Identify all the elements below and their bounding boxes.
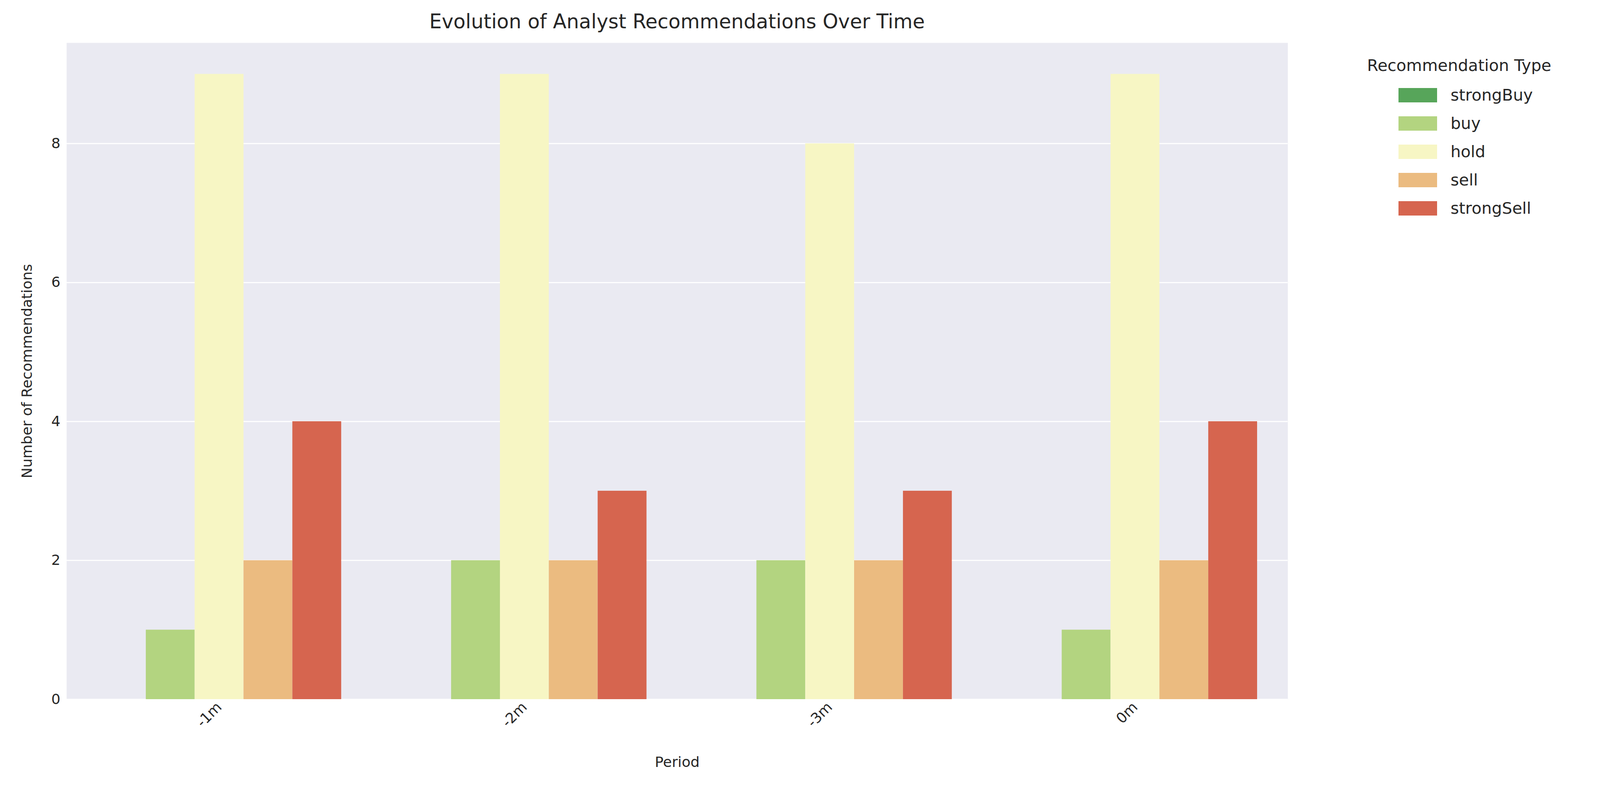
svg-text:0: 0 — [51, 690, 61, 708]
svg-text:Period: Period — [654, 753, 700, 771]
svg-text:-2m: -2m — [498, 698, 531, 731]
svg-text:8: 8 — [51, 134, 61, 152]
html-text:hold: hold — [1450, 142, 1486, 161]
html-text:strongBuy: strongBuy — [1450, 85, 1533, 105]
svg-text:0m: 0m — [1112, 698, 1141, 727]
html-text:sell: sell — [1450, 170, 1478, 189]
html-text:Recommendation Type: Recommendation Type — [1367, 56, 1552, 75]
svg-text:-3m: -3m — [803, 698, 836, 731]
html-text:strongSell: strongSell — [1450, 198, 1532, 218]
svg-text:-1m: -1m — [192, 698, 225, 731]
svg-text:Number of Recommendations: Number of Recommendations — [18, 263, 36, 479]
html-text:Evolution of Analyst Recommend: Evolution of Analyst Recommendations Ove… — [429, 9, 925, 33]
svg-text:6: 6 — [51, 273, 61, 291]
svg-text:4: 4 — [51, 412, 61, 430]
html-text:buy: buy — [1450, 113, 1481, 133]
svg-text:2: 2 — [51, 551, 61, 569]
